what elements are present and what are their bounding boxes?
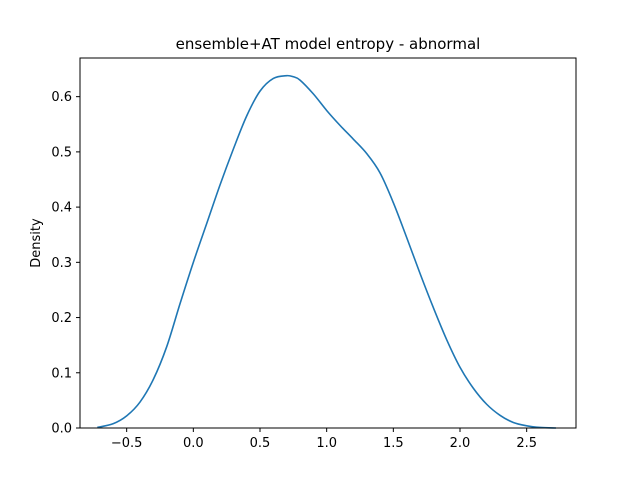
x-tick-label: 1.0	[316, 436, 337, 451]
x-tick-label: 0.0	[183, 436, 204, 451]
y-tick-label: 0.1	[51, 366, 72, 381]
x-tick-label: 0.5	[250, 436, 271, 451]
density-curve	[97, 74, 557, 429]
x-tick-label: 2.0	[450, 436, 471, 451]
plot-frame	[79, 57, 577, 429]
y-tick-label: 0.4	[51, 201, 72, 216]
y-tick-label: 0.2	[51, 311, 72, 326]
chart-title: ensemble+AT model entropy - abnormal	[176, 35, 481, 53]
y-tick-label: 0.0	[51, 422, 72, 437]
y-tick-label: 0.5	[51, 145, 72, 160]
x-tick-label: 1.5	[383, 436, 404, 451]
x-tick-label: 2.5	[516, 436, 537, 451]
x-tick-label: −0.5	[111, 436, 143, 451]
y-tick-label: 0.3	[51, 256, 72, 271]
y-tick-label: 0.6	[51, 90, 72, 105]
y-axis-label: Density	[29, 218, 44, 268]
